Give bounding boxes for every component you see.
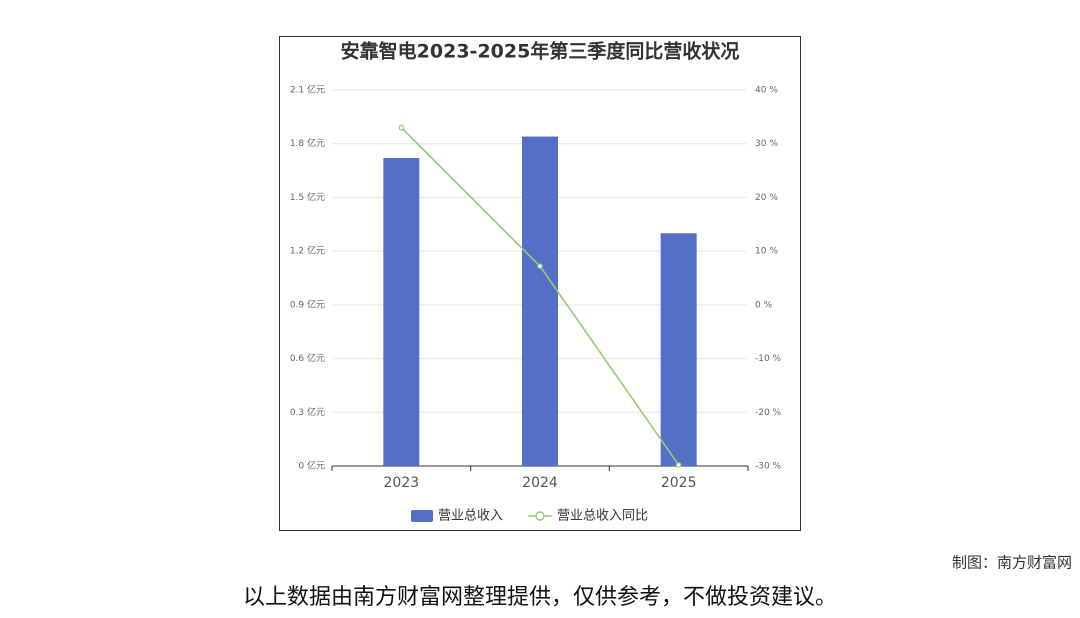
y2-tick-label: 0 % — [755, 300, 773, 310]
y-tick-label: 0.3 亿元 — [290, 406, 325, 418]
bar — [383, 158, 420, 467]
legend-label: 营业总收入 — [438, 509, 503, 524]
line-point — [675, 462, 682, 468]
bar — [522, 136, 558, 467]
y-tick-label: 0.9 亿元 — [290, 298, 325, 310]
y2-tick-label: -10 % — [755, 354, 782, 364]
legend-swatch — [535, 511, 545, 521]
line-point — [398, 124, 405, 131]
y-tick-label: 2.1 亿元 — [290, 84, 325, 96]
y2-tick-label: 40 % — [755, 86, 778, 96]
y-tick-label: 0 亿元 — [298, 460, 325, 472]
line-point — [537, 263, 543, 269]
y-tick-label: 0.6 亿元 — [290, 352, 325, 364]
x-tick-label: 2023 — [384, 475, 420, 491]
y-tick-label: 1.5 亿元 — [290, 191, 325, 203]
credit: 制图：南方财富网 — [952, 554, 1072, 572]
bar — [660, 233, 697, 466]
y-tick-label: 1.2 亿元 — [290, 245, 325, 257]
y2-tick-label: 10 % — [755, 247, 778, 257]
y2-tick-label: 20 % — [755, 193, 778, 203]
y2-tick-label: -20 % — [755, 408, 782, 418]
chart-title: 安靠智电2023-2025年第三季度同比营收状况 — [341, 40, 740, 63]
y-tick-label: 1.8 亿元 — [290, 137, 325, 149]
legend-label: 营业总收入同比 — [557, 509, 648, 524]
y2-tick-label: -30 % — [755, 462, 782, 472]
legend-swatch — [411, 510, 433, 522]
x-tick-label: 2025 — [661, 475, 697, 491]
y2-tick-label: 30 % — [755, 139, 778, 149]
disclaimer: 以上数据由南方财富网整理提供，仅供参考，不做投资建议。 — [243, 585, 837, 610]
x-tick-label: 2024 — [522, 475, 558, 491]
